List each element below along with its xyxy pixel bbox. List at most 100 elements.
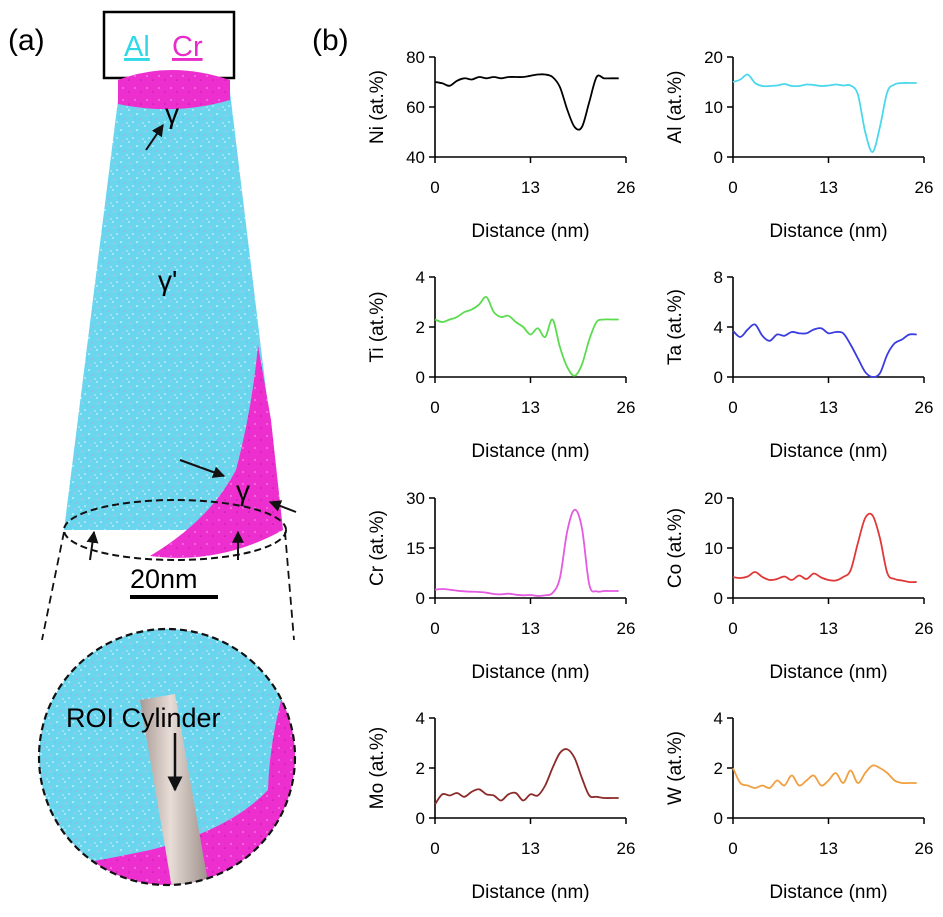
x-axis-label: Distance (nm)	[769, 882, 887, 903]
y-tick-label: 20	[704, 48, 723, 67]
x-tick-label: 13	[819, 178, 838, 197]
series-line-ti	[434, 295, 619, 377]
chart-co: 0 10 20 0 13 26 Distance (nm) Co (at.%)	[665, 489, 933, 683]
zoom-circle-outline	[37, 627, 297, 887]
y-tick-label: 2	[714, 759, 723, 778]
y-tick-label: 0	[714, 589, 723, 608]
series-line-cr	[434, 508, 619, 597]
x-tick-label: 0	[430, 619, 439, 638]
x-tick-label: 13	[819, 398, 838, 417]
chart-mo: 0 2 4 0 13 26 Distance (nm) Mo (at.%)	[367, 709, 635, 903]
y-tick-label: 10	[704, 98, 723, 117]
arrow-icon	[145, 124, 164, 151]
panel-a: (a) Al Cr γ γ' γ 20nm	[8, 10, 297, 887]
y-tick-label: 2	[416, 759, 425, 778]
arrow-icon	[268, 500, 297, 513]
x-tick-label: 0	[430, 178, 439, 197]
y-tick-label: 0	[714, 809, 723, 828]
y-tick-label: 0	[714, 148, 723, 167]
y-tick-label: 30	[406, 489, 425, 508]
roi-cylinder-label: ROI Cylinder	[66, 703, 221, 733]
atom-probe-reconstruction: γ γ' γ	[41, 70, 297, 641]
x-tick-label: 13	[521, 398, 540, 417]
gamma-cap-region	[118, 70, 230, 110]
scale-bar: 20nm	[130, 564, 218, 599]
phase-label-gamma-prime: γ'	[158, 265, 177, 296]
y-axis-label: Ni (at.%)	[367, 70, 388, 144]
y-axis-label: Mo (at.%)	[367, 727, 388, 809]
chart-al: 0 10 20 0 13 26 Distance (nm) Al (at.%)	[665, 48, 933, 242]
series-line-mo	[434, 748, 619, 805]
x-tick-label: 13	[819, 619, 838, 638]
legend-al: Al	[124, 31, 150, 63]
y-axis-label: Al (at.%)	[665, 71, 686, 144]
x-tick-label: 26	[617, 178, 636, 197]
x-tick-label: 26	[617, 398, 636, 417]
gamma-channel-region	[150, 345, 283, 558]
series-line-ta	[732, 323, 917, 378]
y-tick-label: 80	[406, 48, 425, 67]
x-axis-label: Distance (nm)	[471, 662, 589, 683]
x-axis-label: Distance (nm)	[471, 441, 589, 462]
x-tick-label: 26	[915, 178, 934, 197]
arrow-icon	[86, 530, 99, 561]
chart-cr: 0 15 30 0 13 26 Distance (nm) Cr (at.%)	[367, 489, 635, 683]
scale-bar-label: 20nm	[130, 564, 198, 594]
y-tick-label: 4	[714, 318, 723, 337]
series-line-co	[732, 512, 917, 584]
series-line-ni	[434, 73, 619, 131]
y-tick-label: 60	[406, 98, 425, 117]
x-tick-label: 0	[430, 398, 439, 417]
chart-ta: 0 4 8 0 13 26 Distance (nm) Ta (at.%)	[665, 268, 933, 462]
y-tick-label: 4	[416, 268, 425, 287]
y-tick-label: 20	[704, 489, 723, 508]
y-axis-label: Ti (at.%)	[367, 291, 388, 362]
series-line-w	[732, 764, 917, 790]
y-axis-label: Co (at.%)	[665, 508, 686, 588]
x-tick-label: 13	[521, 619, 540, 638]
y-tick-label: 15	[406, 539, 425, 558]
chart-ti: 0 2 4 0 13 26 Distance (nm) Ti (at.%)	[367, 268, 635, 462]
x-axis-label: Distance (nm)	[769, 221, 887, 242]
chart-w: 0 2 4 0 13 26 Distance (nm) W (at.%)	[665, 709, 933, 903]
y-tick-label: 0	[714, 368, 723, 387]
x-tick-label: 26	[915, 839, 934, 858]
x-axis-label: Distance (nm)	[471, 882, 589, 903]
x-tick-label: 0	[728, 839, 737, 858]
y-tick-label: 0	[416, 368, 425, 387]
series-line-al	[732, 73, 917, 153]
x-tick-label: 13	[521, 839, 540, 858]
panel-a-label: (a)	[8, 24, 45, 57]
x-tick-label: 0	[728, 619, 737, 638]
x-axis-label: Distance (nm)	[769, 441, 887, 462]
y-tick-label: 4	[416, 709, 425, 728]
panel-b-label: (b)	[312, 24, 349, 57]
x-tick-label: 0	[430, 839, 439, 858]
y-tick-label: 0	[416, 589, 425, 608]
element-legend: Al Cr	[102, 10, 236, 80]
y-axis-label: W (at.%)	[665, 731, 686, 805]
legend-box	[102, 10, 236, 80]
phase-label-gamma-right: γ	[236, 475, 250, 506]
x-axis-label: Distance (nm)	[769, 662, 887, 683]
arrow-icon	[179, 459, 226, 478]
x-tick-label: 0	[728, 178, 737, 197]
x-tick-label: 26	[915, 398, 934, 417]
x-tick-label: 13	[521, 178, 540, 197]
x-tick-label: 13	[819, 839, 838, 858]
x-tick-label: 26	[617, 619, 636, 638]
x-tick-label: 0	[728, 398, 737, 417]
y-axis-label: Cr (at.%)	[367, 510, 388, 586]
legend-cr: Cr	[172, 31, 203, 63]
roi-zoom-view: ROI Cylinder	[37, 627, 297, 887]
y-tick-label: 2	[416, 318, 425, 337]
roi-selection-ellipse	[63, 499, 287, 561]
y-tick-label: 4	[714, 709, 723, 728]
chart-ni: 40 60 80 0 13 26 Distance (nm) Ni (at.%)	[367, 48, 635, 242]
y-axis-label: Ta (at.%)	[665, 289, 686, 365]
gamma-region-zoom	[39, 640, 295, 885]
